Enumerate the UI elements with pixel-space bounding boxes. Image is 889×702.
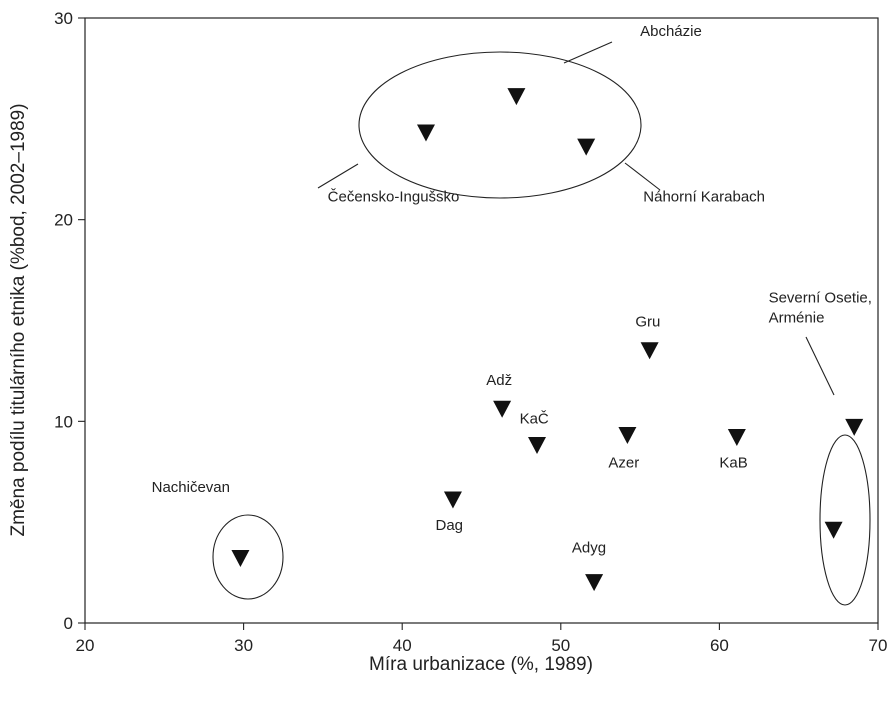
x-axis-title: Míra urbanizace (%, 1989): [369, 654, 593, 675]
y-axis-title: Změna podílu titulárního etnika (%bod, 2…: [8, 103, 29, 536]
point-label: KaČ: [520, 410, 549, 427]
leader-line-karabach: [624, 162, 661, 191]
point-label: Abcházie: [640, 23, 702, 40]
y-axis-ticks: 0 10 20 30: [54, 9, 85, 633]
x-tick-label: 20: [76, 636, 95, 655]
data-point-marker: [416, 124, 435, 142]
y-tick-label: 0: [64, 614, 73, 633]
y-tick-label: 10: [54, 412, 73, 431]
point-label: Adž: [486, 372, 512, 389]
x-tick-label: 30: [234, 636, 253, 655]
data-point-marker: [231, 549, 250, 567]
point-label: Arménie: [769, 310, 825, 327]
data-point-marker: [640, 342, 659, 360]
data-markers: [231, 88, 864, 592]
point-label: KaB: [719, 455, 747, 472]
group-ellipse-north-ossetia-armenia: [819, 434, 871, 606]
point-label: Gru: [635, 314, 660, 331]
point-label: Adyg: [572, 539, 606, 556]
point-labels: Abcházie Čečensko-Ingušsko Náhorní Karabac…: [152, 23, 872, 556]
x-tick-label: 40: [393, 636, 412, 655]
point-label: Azer: [608, 455, 639, 472]
x-tick-label: 70: [869, 636, 888, 655]
point-label: Nachičevan: [152, 479, 230, 496]
group-ellipse-caucasus-conflicts: [358, 51, 642, 199]
data-point-marker: [618, 426, 637, 444]
point-label: Severní Osetie,: [769, 289, 872, 306]
group-ellipses: [212, 51, 871, 606]
x-tick-label: 60: [710, 636, 729, 655]
group-ellipse-nachicevan: [212, 514, 284, 600]
plot-frame: [84, 17, 879, 624]
data-point-marker: [507, 88, 526, 106]
leader-line-abchazie: [563, 41, 613, 64]
data-point-marker: [845, 418, 864, 436]
data-point-marker: [528, 437, 547, 455]
point-label: Dag: [436, 517, 464, 534]
data-point-marker: [577, 138, 596, 156]
data-point-marker: [727, 428, 746, 446]
x-tick-label: 50: [551, 636, 570, 655]
data-point-marker: [824, 521, 843, 539]
y-tick-label: 20: [54, 211, 73, 230]
data-point-marker: [493, 400, 512, 418]
x-axis-ticks: 20 30 40 50 60 70: [76, 623, 888, 655]
y-tick-label: 30: [54, 9, 73, 28]
data-point-marker: [585, 574, 604, 592]
point-label: Čečensko-Ingušsko: [328, 189, 460, 206]
leader-line-osetie: [805, 336, 835, 396]
point-label: Náhorní Karabach: [643, 189, 765, 206]
leader-lines: [317, 41, 835, 396]
leader-line-cecensko: [317, 163, 359, 189]
data-point-marker: [443, 491, 462, 509]
